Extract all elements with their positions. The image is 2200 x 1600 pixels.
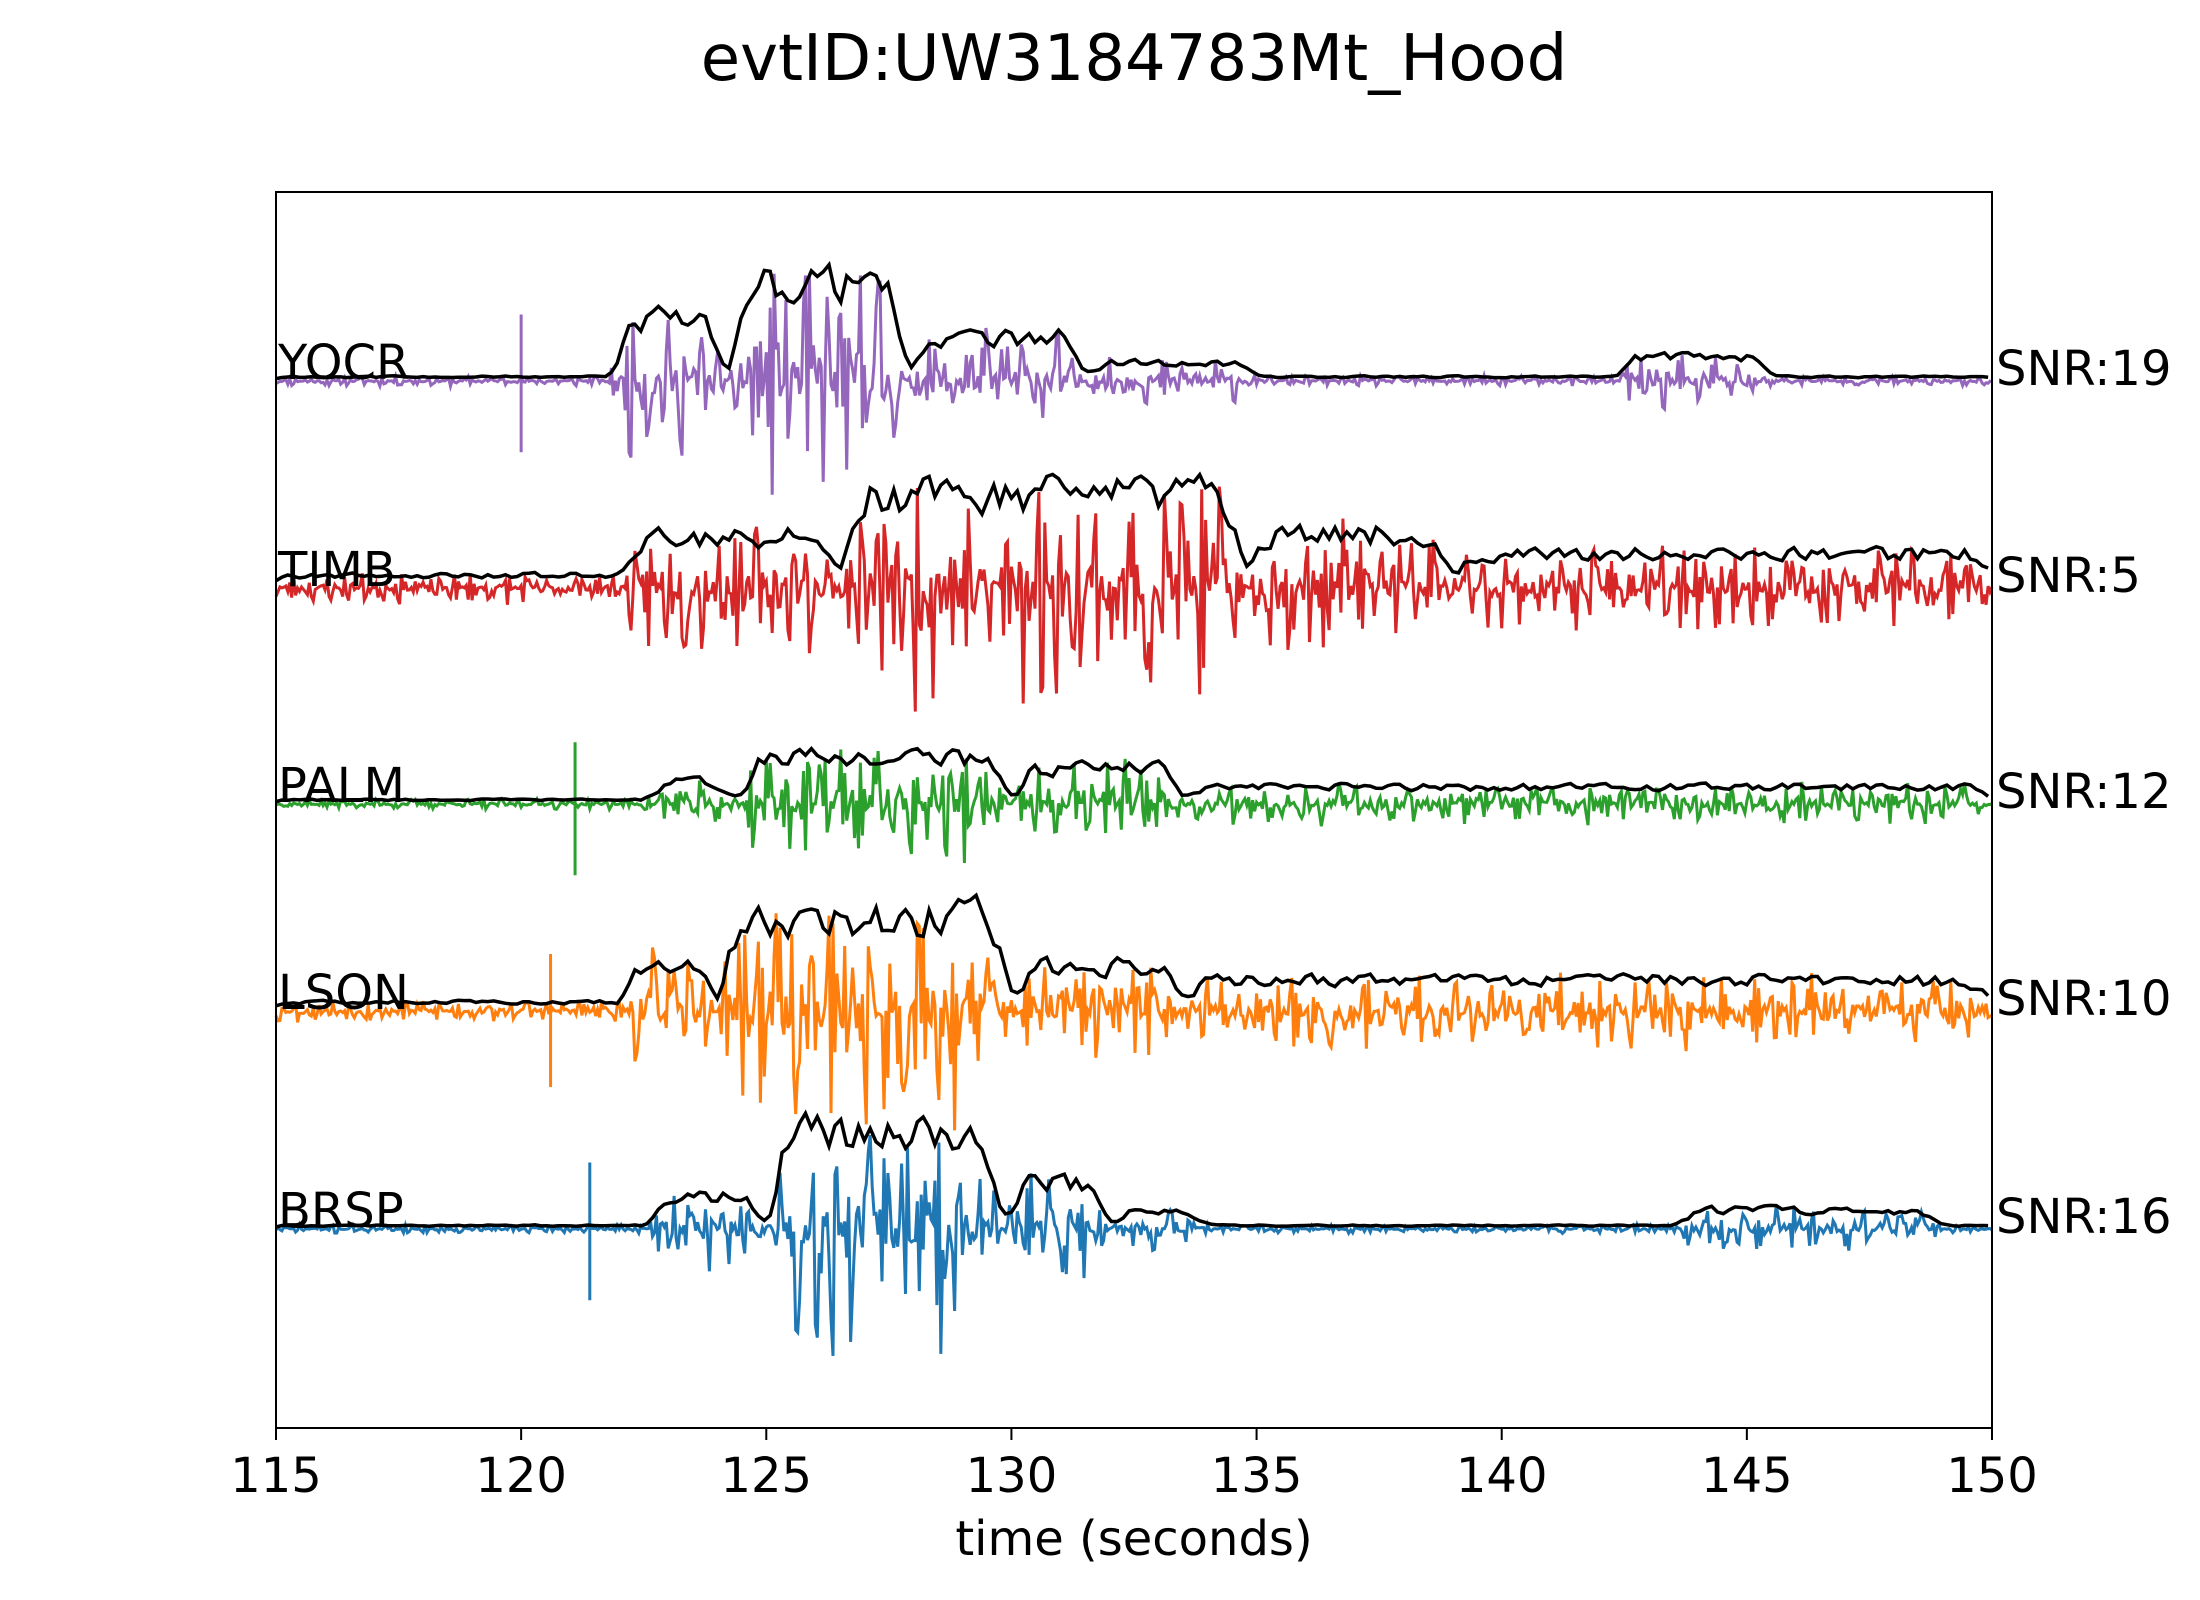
x-tick-label-140: 140 bbox=[1456, 1448, 1548, 1504]
x-tick-label-125: 125 bbox=[720, 1448, 812, 1504]
waveform-timb bbox=[274, 486, 1994, 712]
chart-title: evtID:UW3184783Mt_Hood bbox=[701, 22, 1568, 96]
x-tick-label-130: 130 bbox=[966, 1448, 1058, 1504]
waveform-palm bbox=[275, 749, 1993, 864]
waveform-yocr bbox=[275, 273, 1993, 495]
trace-brsp: BRSP SNR:16 bbox=[274, 1109, 2172, 1356]
envelope-lson bbox=[275, 892, 1990, 1008]
snr-label-yocr: SNR:19 bbox=[1996, 341, 2172, 397]
trace-lson: LSON SNR:10 bbox=[274, 892, 2172, 1131]
x-axis: 115 120 125 130 135 140 145 150 bbox=[230, 1428, 2038, 1504]
envelope-timb bbox=[275, 471, 1989, 583]
plot-frame bbox=[275, 191, 1993, 1429]
waveform-brsp bbox=[274, 1134, 1993, 1356]
station-label-palm: PALM bbox=[278, 758, 405, 814]
snr-label-timb: SNR:5 bbox=[1996, 548, 2141, 604]
station-label-brsp: BRSP bbox=[278, 1183, 404, 1239]
trace-yocr: YOCR SNR:19 bbox=[275, 260, 2172, 495]
x-tick-label-115: 115 bbox=[230, 1448, 322, 1504]
snr-label-brsp: SNR:16 bbox=[1996, 1189, 2172, 1245]
station-label-yocr: YOCR bbox=[277, 335, 409, 391]
x-tick-label-150: 150 bbox=[1946, 1448, 2038, 1504]
waveform-lson bbox=[274, 913, 1993, 1131]
envelope-palm bbox=[275, 745, 1990, 804]
x-tick-label-145: 145 bbox=[1701, 1448, 1793, 1504]
x-axis-label: time (seconds) bbox=[955, 1511, 1312, 1567]
snr-label-palm: SNR:12 bbox=[1996, 764, 2172, 820]
station-label-lson: LSON bbox=[278, 965, 409, 1021]
trace-timb: TIMB SNR:5 bbox=[274, 471, 2141, 712]
traces-group: YOCR SNR:19 TIMB SNR:5 PALM SNR:12 LSON SNR:10 B… bbox=[274, 260, 2172, 1356]
envelope-brsp bbox=[275, 1109, 1989, 1229]
snr-label-lson: SNR:10 bbox=[1996, 971, 2172, 1027]
envelope-yocr bbox=[275, 260, 1989, 381]
x-tick-label-120: 120 bbox=[475, 1448, 567, 1504]
x-tick-label-135: 135 bbox=[1211, 1448, 1303, 1504]
trace-palm: PALM SNR:12 bbox=[275, 742, 2172, 876]
station-label-timb: TIMB bbox=[277, 542, 396, 598]
